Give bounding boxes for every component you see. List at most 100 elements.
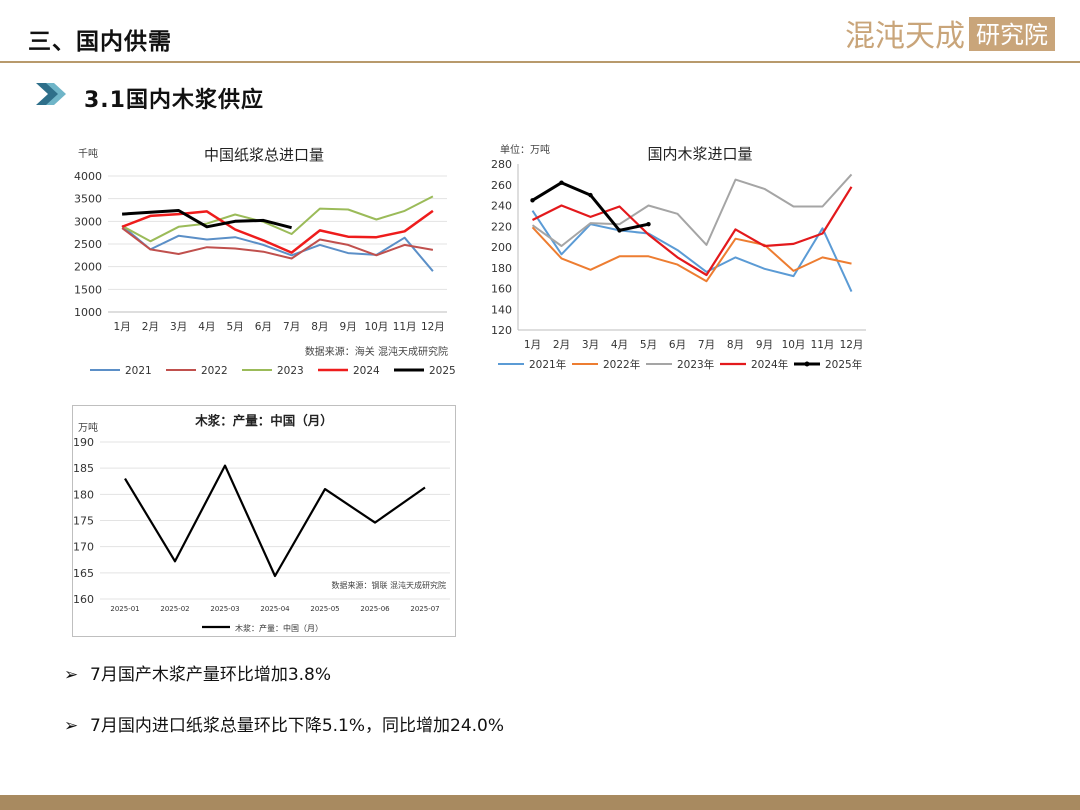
series-line-2021年 xyxy=(531,210,853,293)
chart-title: 中国纸浆总进口量 xyxy=(204,146,324,164)
x-tick-label: 2025-02 xyxy=(160,605,189,613)
y-tick-label: 185 xyxy=(73,462,94,475)
y-tick-label: 190 xyxy=(73,436,94,449)
legend-label: 2024 xyxy=(353,365,380,377)
chart-frame xyxy=(72,405,456,637)
source-note: 数据来源：海关 混沌天成研究院 xyxy=(305,345,448,358)
chart-title: 木浆：产量：中国（月） xyxy=(194,413,333,428)
y-tick-label: 160 xyxy=(73,593,94,606)
series-point xyxy=(617,228,622,233)
series-line-2023年 xyxy=(531,173,853,247)
series-line-2024年 xyxy=(532,186,853,277)
x-tick-label: 4月 xyxy=(198,321,215,333)
x-tick-label: 8月 xyxy=(727,339,744,351)
legend-label: 2021年 xyxy=(529,358,566,371)
double-chevron-icon xyxy=(36,83,66,105)
x-tick-label: 12月 xyxy=(421,321,445,333)
legend-label: 2021 xyxy=(125,365,152,377)
woodpulp-import-chart: 国内木浆进口量 单位：万吨 120 140 160 180 200 220 240 260 280 1… xyxy=(482,138,877,378)
chart2-svg: 国内木浆进口量 单位：万吨 120 140 160 180 200 220 240 260 280 1… xyxy=(491,143,866,371)
x-tick-label: 11月 xyxy=(393,321,417,333)
bullet-arrow-icon: ➢ xyxy=(64,716,79,736)
x-tick-label: 9月 xyxy=(756,339,773,351)
x-tick-label: 9月 xyxy=(340,321,357,333)
x-tick-label: 7月 xyxy=(283,321,300,333)
y-tick-label: 220 xyxy=(491,220,512,233)
y-tick-label: 1500 xyxy=(74,283,102,296)
subsection-title: 3.1国内木浆供应 xyxy=(84,88,264,113)
legend-label: 2023年 xyxy=(677,358,714,371)
y-tick-label: 3500 xyxy=(74,193,102,206)
series-line-2025 xyxy=(122,209,292,230)
bullet-item: ➢ 7月国内进口纸浆总量环比下降5.1%，同比增加24.0% xyxy=(64,711,504,736)
x-tick-label: 6月 xyxy=(255,321,272,333)
y-tick-label: 260 xyxy=(491,179,512,192)
y-tick-label: 3000 xyxy=(74,215,102,228)
y-tick-label: 140 xyxy=(491,303,512,316)
woodpulp-output-chart: 木浆：产量：中国（月） 万吨 160 165 170 175 180 185 190 2025-0… xyxy=(72,405,456,637)
x-tick-label: 2025-07 xyxy=(410,605,439,613)
x-tick-label: 11月 xyxy=(811,339,835,351)
x-tick-label: 1月 xyxy=(114,321,131,333)
x-tick-label: 12月 xyxy=(840,339,864,351)
source-note: 数据来源：钢联 混沌天成研究院 xyxy=(331,580,446,590)
x-tick-label: 7月 xyxy=(698,339,715,351)
series-line-木浆：产量：中国（月） xyxy=(124,464,426,578)
y-tick-label: 175 xyxy=(73,515,94,528)
footer-bar xyxy=(0,795,1080,810)
series-point xyxy=(559,180,564,185)
x-tick-label: 10月 xyxy=(782,339,806,351)
legend-marker xyxy=(804,361,810,367)
y-tick-label: 4000 xyxy=(74,170,102,183)
legend-label: 2025 xyxy=(429,365,456,377)
logo-text: 混沌天成 xyxy=(845,19,965,54)
series-point xyxy=(588,192,593,198)
x-tick-label: 2025-05 xyxy=(310,605,339,613)
y-tick-label: 180 xyxy=(73,488,94,501)
x-tick-label: 8月 xyxy=(311,321,328,333)
unit-label: 万吨 xyxy=(78,421,98,434)
y-tick-label: 280 xyxy=(491,158,512,171)
series-line-2024 xyxy=(121,209,434,254)
y-tick-label: 160 xyxy=(491,283,512,296)
series-line-2023 xyxy=(121,195,434,243)
header-divider xyxy=(0,61,1080,63)
series-point xyxy=(646,221,651,227)
y-tick-label: 1000 xyxy=(74,306,102,319)
legend-label: 2024年 xyxy=(751,358,788,371)
x-tick-label: 3月 xyxy=(170,321,187,333)
chart-title: 国内木浆进口量 xyxy=(647,145,752,163)
unit-label: 千吨 xyxy=(78,147,98,160)
bullet-text: 7月国产木浆产量环比增加3.8% xyxy=(90,665,332,685)
bullet-text: 7月国内进口纸浆总量环比下降5.1%，同比增加24.0% xyxy=(90,716,505,736)
x-tick-label: 2月 xyxy=(553,339,570,351)
x-tick-label: 3月 xyxy=(582,339,599,351)
x-tick-label: 4月 xyxy=(611,339,628,351)
x-tick-label: 1月 xyxy=(524,339,541,351)
legend-label: 2023 xyxy=(277,365,304,377)
x-tick-label: 2025-04 xyxy=(260,605,290,613)
y-tick-label: 240 xyxy=(491,200,512,213)
y-tick-label: 200 xyxy=(491,241,512,254)
logo-box xyxy=(969,17,1055,51)
x-tick-label: 5月 xyxy=(640,339,657,351)
section-title: 三、国内供需 xyxy=(28,29,172,55)
y-tick-label: 2500 xyxy=(74,238,102,251)
x-tick-label: 2025-06 xyxy=(360,605,390,613)
x-tick-label: 6月 xyxy=(669,339,686,351)
chart1-svg: 中国纸浆总进口量 千吨 1000 1500 2000 2500 3000 3500 4000 1月… xyxy=(74,146,456,377)
x-tick-label: 10月 xyxy=(364,321,388,333)
series-line-2021 xyxy=(121,225,434,272)
x-tick-label: 5月 xyxy=(227,321,244,333)
pulp-import-total-chart: 中国纸浆总进口量 千吨 1000 1500 2000 2500 3000 3500 4000 1月… xyxy=(72,140,462,390)
legend-label: 木浆：产量：中国（月） xyxy=(235,623,323,633)
x-tick-label: 2025-03 xyxy=(210,605,239,613)
y-tick-label: 165 xyxy=(73,567,94,580)
y-tick-label: 120 xyxy=(491,324,512,337)
bullet-item: ➢ 7月国产木浆产量环比增加3.8% xyxy=(64,660,331,685)
company-logo: 混沌天成 研究院 xyxy=(845,17,1055,54)
series-line-2022年 xyxy=(531,226,852,283)
legend-label: 2022 xyxy=(201,365,228,377)
series-line-2022 xyxy=(121,227,434,260)
bullet-arrow-icon: ➢ xyxy=(64,665,79,685)
